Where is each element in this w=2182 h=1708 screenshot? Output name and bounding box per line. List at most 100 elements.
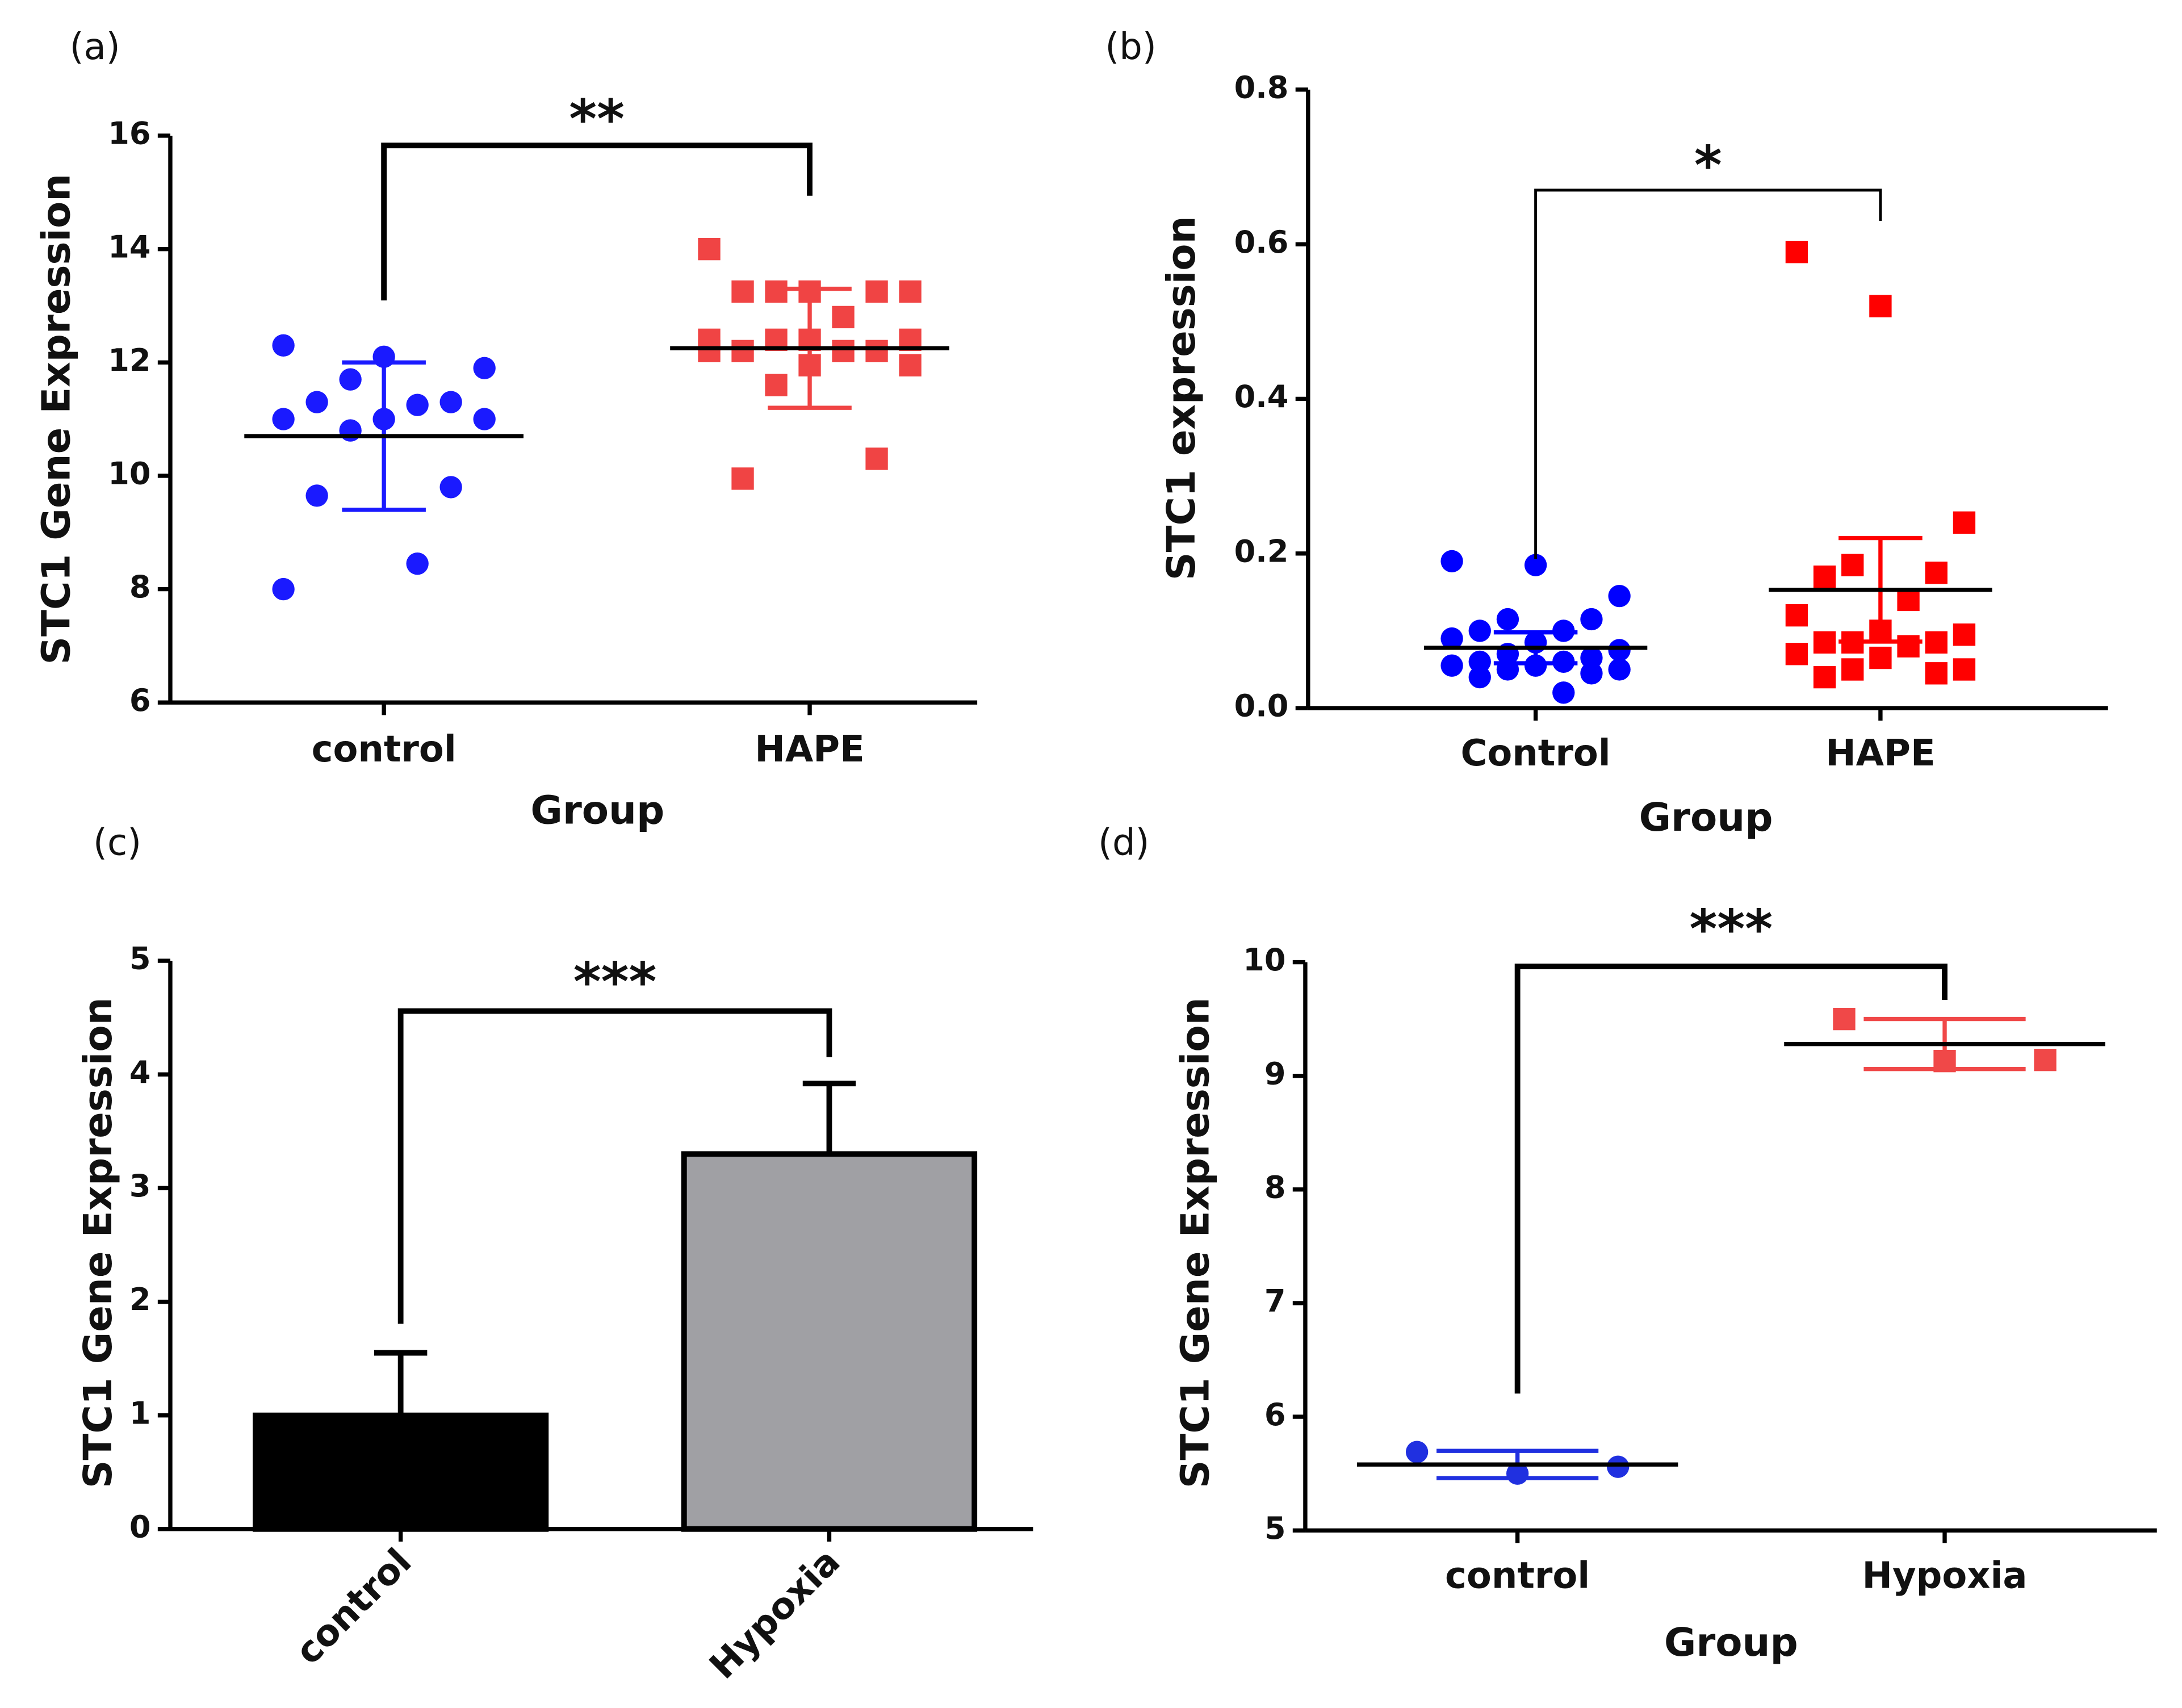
- y-tick-label: 10: [1243, 942, 1285, 978]
- y-tick-label: 0.0: [1234, 688, 1289, 724]
- point: [1841, 554, 1864, 576]
- point: [1440, 550, 1463, 573]
- significance-label: *: [1694, 135, 1722, 196]
- y-tick-label: 3: [129, 1168, 151, 1204]
- y-tick-label: 0.6: [1234, 224, 1289, 260]
- point: [731, 340, 754, 362]
- y-tick-label: 0.8: [1234, 69, 1289, 105]
- point: [1925, 662, 1948, 685]
- point: [765, 280, 788, 303]
- significance-bracket: [1514, 964, 1948, 1394]
- point: [439, 476, 462, 499]
- point: [1607, 1455, 1630, 1478]
- point: [1524, 554, 1547, 576]
- y-tick-label: 5: [1264, 1510, 1286, 1546]
- point: [1785, 241, 1808, 263]
- point: [899, 354, 922, 376]
- panel-label: (d): [1098, 822, 1149, 864]
- point: [1496, 608, 1519, 631]
- point: [1897, 588, 1920, 612]
- point: [305, 484, 328, 507]
- x-tick-label: HAPE: [1825, 732, 1935, 775]
- point: [1925, 562, 1948, 584]
- x-tick-label: Hypoxia: [1862, 1555, 2027, 1597]
- point: [1608, 658, 1631, 681]
- point: [1405, 1441, 1429, 1463]
- point: [865, 280, 888, 303]
- significance-bracket: [397, 1008, 832, 1324]
- point: [1785, 643, 1808, 665]
- panel-label: (a): [70, 26, 120, 68]
- point: [899, 280, 922, 303]
- y-tick-label: 8: [1264, 1169, 1286, 1205]
- bar: [681, 1151, 978, 1532]
- point: [1608, 584, 1631, 608]
- x-axis-title: Group: [530, 788, 664, 833]
- point: [406, 552, 429, 575]
- y-axis-title: STC1 Gene Expression: [76, 997, 121, 1488]
- point: [1841, 658, 1864, 681]
- y-tick-label: 6: [1264, 1397, 1286, 1433]
- y-tick-label: 10: [108, 456, 150, 492]
- point: [473, 357, 496, 379]
- x-tick-label: control: [1445, 1555, 1590, 1597]
- point: [2034, 1049, 2057, 1071]
- point: [1953, 511, 1976, 534]
- point: [473, 408, 496, 430]
- point: [1813, 565, 1836, 588]
- point: [832, 340, 855, 362]
- point: [1608, 639, 1631, 662]
- point: [1440, 654, 1463, 677]
- point: [1580, 662, 1603, 685]
- x-tick-label: Control: [1461, 732, 1611, 775]
- x-axis-title: Group: [1664, 1620, 1798, 1665]
- significance-bracket: [1534, 189, 1882, 559]
- y-tick-label: 14: [108, 229, 150, 265]
- point: [1813, 631, 1836, 654]
- y-axis-title: STC1 expression: [1159, 216, 1204, 580]
- point: [1925, 631, 1948, 654]
- y-tick-label: 0.2: [1234, 533, 1289, 569]
- y-tick-label: 7: [1264, 1283, 1286, 1319]
- x-tick-label: control: [312, 729, 456, 771]
- bar: [253, 1412, 549, 1532]
- point: [1468, 619, 1491, 642]
- point: [1953, 658, 1976, 681]
- point: [305, 391, 328, 413]
- point: [865, 447, 888, 470]
- y-tick-label: 1: [129, 1395, 151, 1431]
- y-tick-label: 2: [129, 1282, 151, 1317]
- point: [865, 340, 888, 362]
- point: [765, 374, 788, 396]
- point: [339, 368, 362, 391]
- y-tick-label: 0.4: [1234, 379, 1289, 415]
- significance-label: ***: [1690, 898, 1773, 960]
- point: [1468, 665, 1491, 689]
- point: [1869, 646, 1892, 669]
- point: [1953, 623, 1976, 646]
- point: [1580, 608, 1603, 631]
- point: [1440, 627, 1463, 650]
- point: [339, 419, 362, 442]
- panel-label: (c): [93, 822, 141, 864]
- point: [1833, 1007, 1856, 1031]
- point: [1813, 665, 1836, 689]
- point: [272, 408, 295, 430]
- y-tick-label: 9: [1264, 1056, 1286, 1091]
- x-axis-title: Group: [1639, 795, 1773, 840]
- point: [731, 280, 754, 303]
- y-tick-label: 4: [129, 1054, 151, 1090]
- y-tick-label: 16: [108, 116, 150, 152]
- point: [1897, 635, 1920, 658]
- point: [1869, 295, 1892, 317]
- y-tick-label: 12: [108, 342, 150, 378]
- point: [731, 467, 754, 490]
- y-tick-label: 0: [129, 1509, 151, 1544]
- point: [439, 391, 462, 413]
- point: [1552, 681, 1575, 704]
- point: [406, 393, 429, 416]
- point: [272, 334, 295, 357]
- point: [698, 340, 721, 362]
- y-tick-label: 8: [129, 569, 151, 605]
